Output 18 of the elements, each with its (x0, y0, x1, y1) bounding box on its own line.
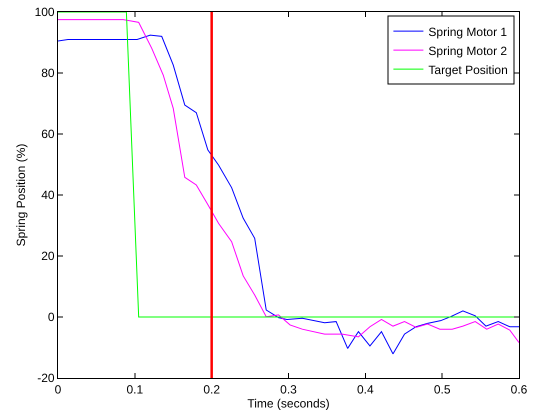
y-tick-label: 0 (48, 310, 55, 324)
x-axis-title: Time (seconds) (247, 396, 330, 410)
legend-label: Target Position (428, 62, 508, 77)
y-tick-label: 80 (41, 66, 55, 80)
x-tick-label: 0.5 (434, 382, 451, 396)
x-tick-label: 0.3 (280, 382, 298, 396)
y-axis-title: Spring Position (%) (14, 144, 28, 246)
y-tick-label: 100 (34, 5, 55, 20)
y-tick-label: 40 (41, 188, 55, 202)
x-tick-label: 0.6 (510, 382, 528, 396)
legend-label: Spring Motor 2 (428, 44, 508, 58)
y-tick-label: 20 (41, 249, 55, 264)
x-tick-label: 0.2 (203, 382, 220, 396)
legend-label: Spring Motor 1 (428, 24, 508, 39)
y-tick-label: 60 (41, 127, 55, 142)
x-tick-label: 0.1 (126, 382, 144, 396)
x-tick-label: 0.4 (356, 382, 374, 396)
y-tick-label: -20 (37, 371, 55, 386)
